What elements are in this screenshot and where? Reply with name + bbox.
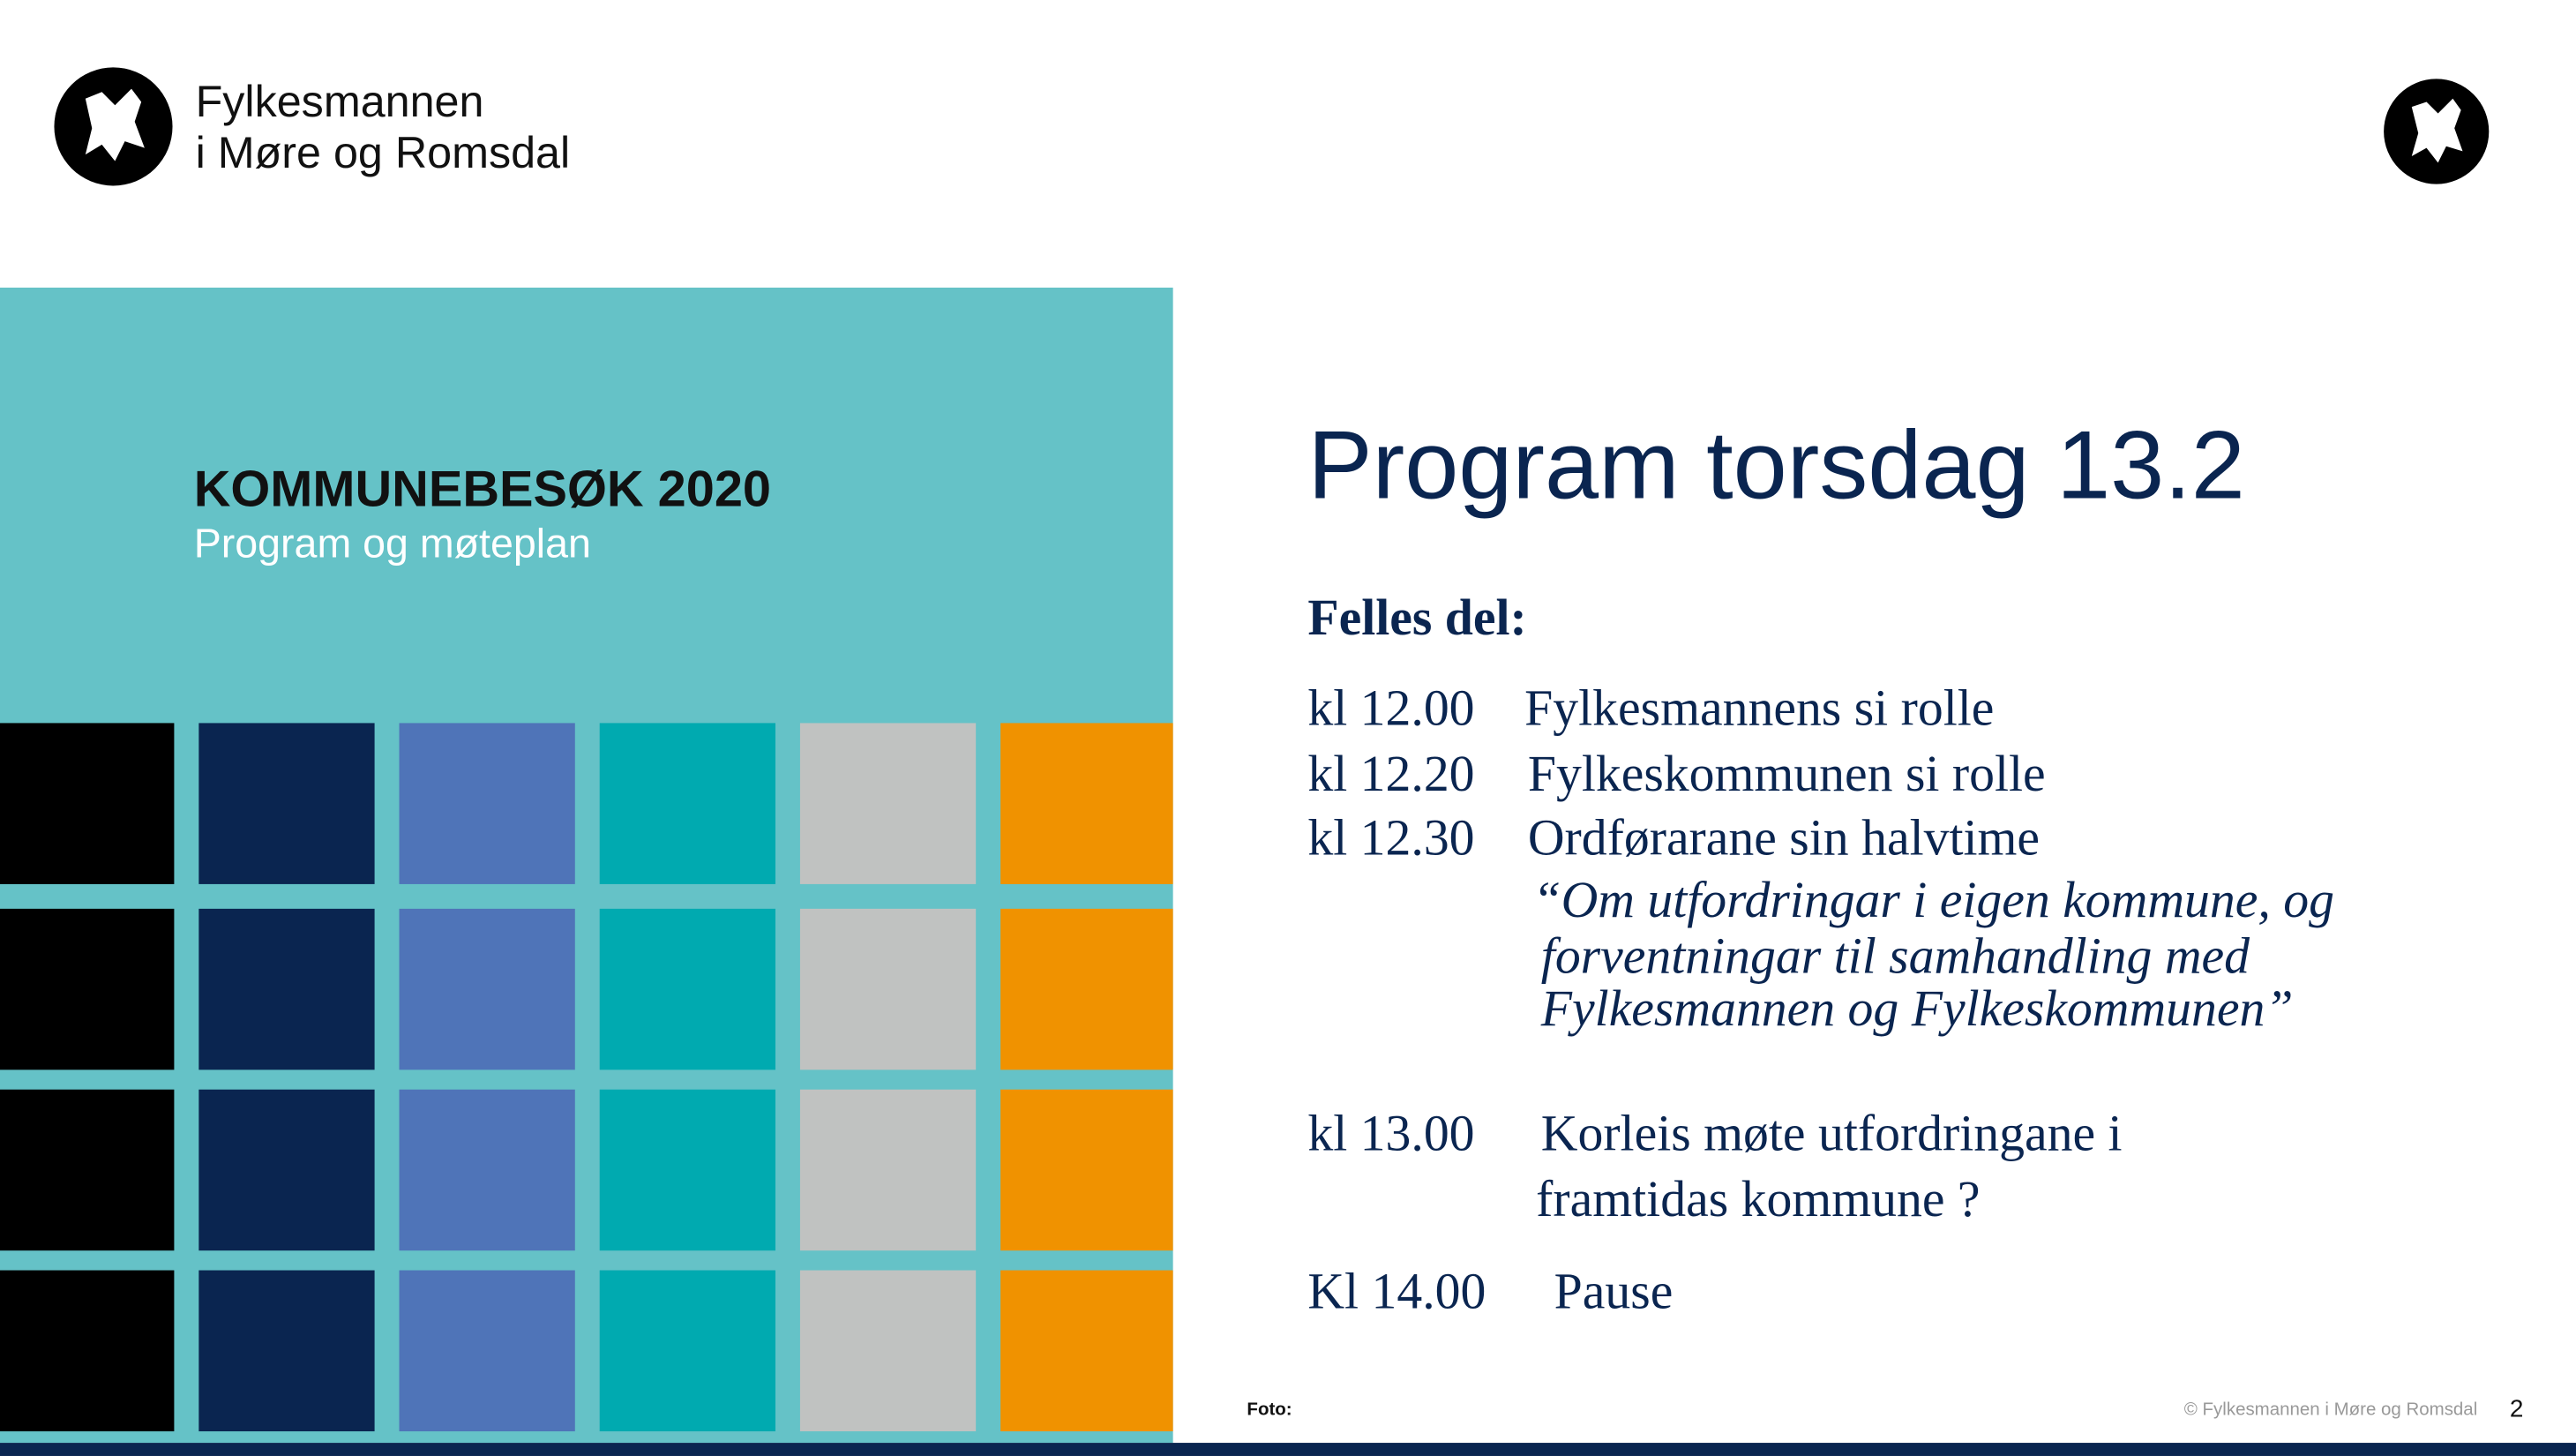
grid-square [799, 723, 977, 884]
grid-square [399, 723, 575, 884]
grid-square [1000, 1270, 1173, 1432]
item-text: Korleis møte utfordringane i [1541, 1107, 2123, 1162]
page-number: 2 [2510, 1394, 2524, 1422]
item-time: kl 12.00 [1307, 680, 1474, 736]
photo-credit: Foto: [1247, 1399, 1292, 1419]
item-text: framtidas kommune ? [1536, 1172, 1980, 1227]
logo [54, 67, 173, 186]
grid-square [1000, 723, 1173, 884]
item-time: kl 12.20 [1307, 747, 1474, 802]
panel-title: KOMMUNEBESØK 2020 [194, 462, 771, 518]
org-name: i Møre og Romsdal [196, 127, 571, 177]
grid-square [0, 1270, 175, 1432]
item-time: Kl 14.00 [1307, 1264, 1486, 1319]
grid-square [1000, 1089, 1173, 1251]
section-heading: Felles del: [1307, 590, 1526, 646]
grid-square [0, 908, 175, 1070]
item-text: Pause [1554, 1264, 1674, 1319]
grid-square [0, 1089, 175, 1251]
panel-subtitle: Program og møteplan [194, 520, 591, 566]
grid-square [399, 1089, 575, 1251]
content-title: Program torsdag 13.2 [1307, 411, 2245, 519]
panel-background [0, 287, 1173, 1444]
org-name: Fylkesmannen [196, 76, 484, 126]
grid-square [1000, 908, 1173, 1070]
quote-line: forventningar til samhandling med [1541, 928, 2250, 984]
item-text: Fylkesmannens si rolle [1524, 680, 1994, 736]
color-grid [0, 723, 1173, 1432]
grid-square [198, 1089, 375, 1251]
logo-small [2384, 79, 2490, 184]
item-text: Fylkeskommunen si rolle [1528, 747, 2046, 802]
grid-square [799, 908, 977, 1070]
item-text: Ordførarane sin halvtime [1528, 810, 2040, 866]
grid-square [599, 1089, 775, 1251]
bottom-bar [0, 1443, 2576, 1456]
grid-square [799, 1270, 977, 1432]
copyright: © Fylkesmannen i Møre og Romsdal [2184, 1399, 2477, 1419]
grid-square [399, 1270, 575, 1432]
grid-square [399, 908, 575, 1070]
item-time: kl 13.00 [1307, 1107, 1474, 1162]
grid-square [599, 908, 775, 1070]
grid-square [599, 1270, 775, 1432]
grid-square [198, 723, 375, 884]
grid-square [0, 723, 175, 884]
quote-line: Fylkesmannen og Fylkeskommunen” [1540, 981, 2294, 1037]
quote-line: “Om utfordringar i eigen kommune, og [1532, 873, 2333, 928]
grid-square [198, 1270, 375, 1432]
grid-square [799, 1089, 977, 1251]
grid-square [599, 723, 775, 884]
grid-square [198, 908, 375, 1070]
item-time: kl 12.30 [1307, 810, 1474, 866]
